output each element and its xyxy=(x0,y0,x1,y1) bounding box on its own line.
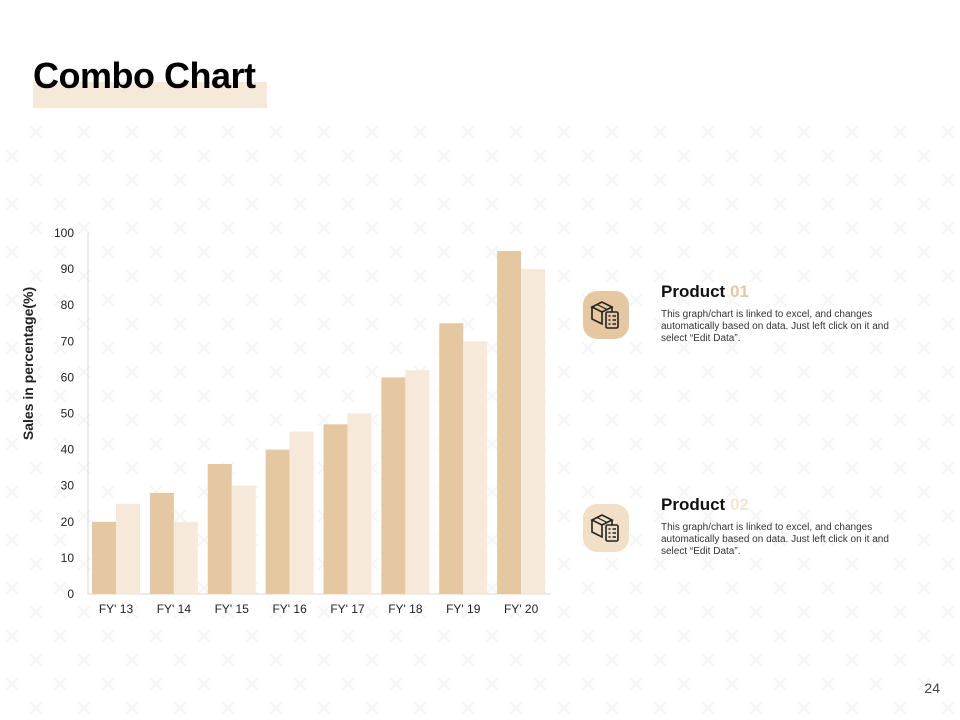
package-checklist-icon xyxy=(590,514,619,542)
bar-series-1 xyxy=(439,323,464,594)
bar-series-1 xyxy=(323,424,348,594)
product-02-badge xyxy=(583,504,629,552)
bar-series-2 xyxy=(289,431,314,594)
product-02-name: Product xyxy=(661,495,726,514)
bar-series-1 xyxy=(497,251,522,595)
y-tick-label: 60 xyxy=(61,370,75,384)
bar-series-1 xyxy=(207,464,232,594)
bar-series-1 xyxy=(265,449,290,594)
x-tick-label: FY' 13 xyxy=(99,602,134,616)
y-tick-label: 90 xyxy=(61,262,75,276)
product-01-description: This graph/chart is linked to excel, and… xyxy=(661,309,889,344)
product-01-badge xyxy=(583,291,629,339)
page-number: 24 xyxy=(924,680,940,696)
bar-series-2 xyxy=(463,341,488,594)
x-tick-label: FY' 17 xyxy=(330,602,365,616)
product-01-number: 01 xyxy=(729,282,749,301)
x-tick-label: FY' 18 xyxy=(388,602,423,616)
x-tick-label: FY' 16 xyxy=(272,602,307,616)
title-block: Combo Chart xyxy=(33,52,267,108)
bar-series-2 xyxy=(405,370,430,594)
page-title: Combo Chart xyxy=(33,55,256,96)
x-tick-label: FY' 19 xyxy=(446,602,481,616)
bar-series-2 xyxy=(173,521,198,594)
title-highlight-band xyxy=(33,82,267,108)
y-tick-label: 20 xyxy=(61,515,75,529)
y-tick-label: 100 xyxy=(54,226,74,240)
y-tick-label: 80 xyxy=(61,298,75,312)
x-tick-label: FY' 14 xyxy=(157,602,192,616)
y-axis-title: Sales in percentage(%) xyxy=(20,287,36,440)
y-tick-label: 10 xyxy=(61,551,75,565)
product-01-card: Product 01 This graph/chart is linked to… xyxy=(583,282,913,351)
y-tick-label: 0 xyxy=(67,587,74,601)
product-02-number: 02 xyxy=(729,495,749,514)
product-01-name: Product xyxy=(661,282,726,301)
y-tick-label: 70 xyxy=(61,334,75,348)
bar-series-1 xyxy=(149,492,174,594)
bar-series-2 xyxy=(231,485,256,594)
bar-series-1 xyxy=(92,521,116,594)
package-checklist-icon xyxy=(590,301,619,329)
x-tick-label: FY' 15 xyxy=(215,602,250,616)
product-02-card: Product 02 This graph/chart is linked to… xyxy=(583,495,913,564)
x-tick-label: FY' 20 xyxy=(504,602,539,616)
bar-series-2 xyxy=(116,503,140,594)
y-tick-label: 30 xyxy=(61,479,75,493)
product-02-description: This graph/chart is linked to excel, and… xyxy=(661,522,889,557)
bar-series-2 xyxy=(347,413,372,594)
y-tick-label: 50 xyxy=(61,407,75,421)
bar-series-1 xyxy=(381,377,406,594)
bar-series-2 xyxy=(521,269,546,594)
y-tick-label: 40 xyxy=(61,443,75,457)
